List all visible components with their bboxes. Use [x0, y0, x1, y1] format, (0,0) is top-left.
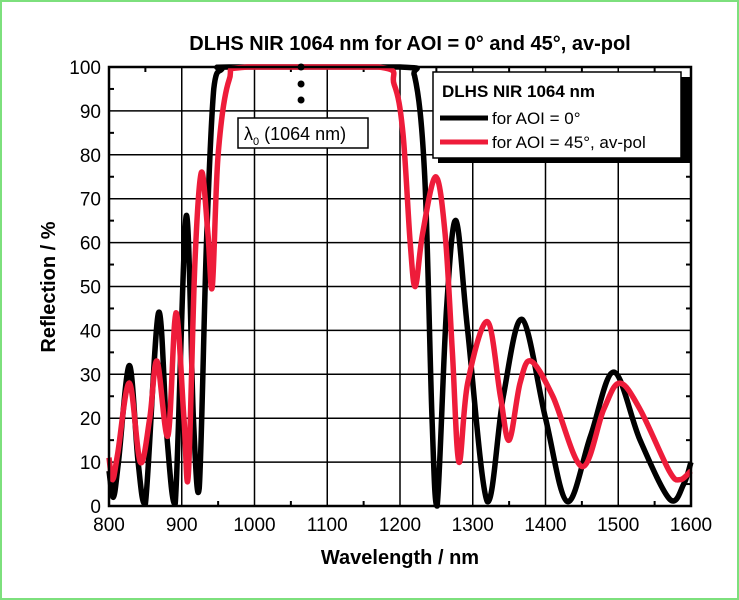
curve-aoi45: [106, 64, 693, 485]
y-tick-label: 50: [80, 278, 101, 299]
curve-aoi0: [106, 64, 694, 509]
axis-ticks: 800 900 1000 1100 1200 1300 1400 1500 1600 0 10 20 3…: [69, 58, 712, 536]
chart-title: DLHS NIR 1064 nm for AOI = 0° and 45°, a…: [189, 33, 630, 55]
x-tick-label: 1000: [233, 515, 275, 536]
y-tick-label: 0: [90, 497, 101, 518]
annotation-dot: [297, 80, 305, 88]
legend-title: DLHS NIR 1064 nm: [442, 82, 595, 101]
y-tick-label: 100: [69, 58, 101, 79]
annotation-dot: [297, 96, 305, 104]
y-tick-label: 80: [80, 146, 101, 167]
x-tick-label: 1200: [379, 515, 421, 536]
y-tick-label: 90: [80, 102, 101, 123]
annotation-dot: [297, 63, 305, 71]
annotation-box: [237, 117, 369, 149]
y-axis-label: Reflection / %: [38, 221, 60, 352]
x-tick-label: 1500: [597, 515, 639, 536]
x-tick-label: 1300: [452, 515, 494, 536]
wavelength-annotation: λ0 (1064 nm): [237, 63, 369, 149]
y-tick-label: 40: [80, 321, 101, 342]
x-tick-label: 1100: [307, 515, 348, 536]
x-tick-label: 1600: [670, 515, 712, 536]
legend-label-aoi45: for AOI = 45°, av-pol: [492, 133, 646, 152]
y-tick-label: 70: [80, 190, 101, 211]
annotation-label: λ0 (1064 nm): [244, 124, 346, 148]
curves: [106, 64, 694, 509]
y-tick-label: 60: [80, 234, 101, 255]
x-axis-label: Wavelength / nm: [321, 547, 479, 569]
x-tick-label: 1400: [524, 515, 566, 536]
legend: DLHS NIR 1064 nm for AOI = 0° for AOI = …: [432, 71, 690, 163]
y-tick-label: 10: [80, 453, 101, 474]
plot-frame: [107, 65, 693, 508]
x-tick-label: 900: [166, 515, 198, 536]
x-tick-label: 800: [93, 515, 125, 536]
y-tick-label: 30: [80, 365, 101, 386]
legend-label-aoi0: for AOI = 0°: [492, 109, 581, 128]
y-tick-label: 20: [80, 409, 101, 430]
